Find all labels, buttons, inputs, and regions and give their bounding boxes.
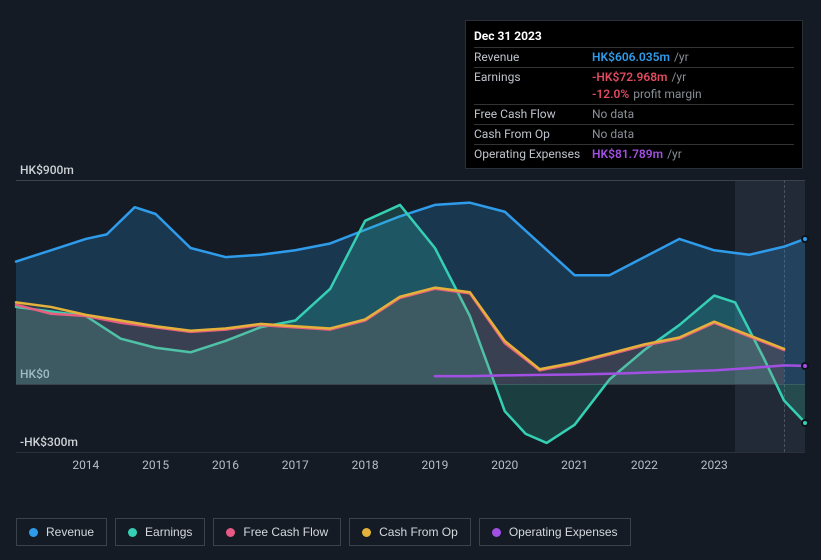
tooltip-date: Dec 31 2023: [474, 27, 794, 47]
x-axis-label: 2016: [212, 458, 239, 472]
chart-legend: Revenue Earnings Free Cash Flow Cash From O…: [16, 518, 631, 546]
x-axis-label: 2020: [491, 458, 518, 472]
chart-tooltip: Dec 31 2023 RevenueHK$606.035m/yrEarning…: [465, 20, 803, 169]
series-endpoint-opex: [801, 362, 809, 370]
tooltip-row: Cash From OpNo data: [474, 124, 794, 144]
tooltip-row: RevenueHK$606.035m/yr: [474, 47, 794, 67]
tooltip-row-label: Revenue: [474, 50, 592, 64]
x-axis: 2014 2015 2016 2017 2018 2019 2020 2021 2022 2023: [16, 458, 805, 478]
x-axis-label: 2017: [282, 458, 309, 472]
legend-item-cfo[interactable]: Cash From Op: [349, 518, 471, 546]
x-axis-label: 2019: [421, 458, 448, 472]
legend-swatch: [362, 528, 371, 537]
x-axis-label: 2021: [561, 458, 588, 472]
tooltip-row: Earnings-HK$72.968m/yr: [474, 67, 794, 87]
series-endpoint-earnings: [801, 419, 809, 427]
legend-swatch: [128, 528, 137, 537]
legend-label: Revenue: [46, 525, 94, 539]
x-axis-label: 2023: [701, 458, 728, 472]
series-endpoint-revenue: [801, 235, 809, 243]
tooltip-row-label: Free Cash Flow: [474, 107, 592, 121]
chart-stage: HK$900mHK$0-HK$300m 20142015201620172018…: [16, 158, 805, 478]
legend-swatch: [492, 528, 501, 537]
x-axis-label: 2015: [142, 458, 169, 472]
legend-item-revenue[interactable]: Revenue: [16, 518, 107, 546]
y-axis-label: HK$900m: [20, 163, 74, 177]
tooltip-row-label: Cash From Op: [474, 127, 592, 141]
legend-label: Cash From Op: [379, 525, 458, 539]
legend-item-opex[interactable]: Operating Expenses: [479, 518, 631, 546]
gridline: [16, 452, 805, 453]
tooltip-row-value: No data: [592, 107, 634, 121]
legend-item-fcf[interactable]: Free Cash Flow: [213, 518, 341, 546]
chart-svg: [16, 180, 805, 452]
tooltip-row: Free Cash FlowNo data: [474, 104, 794, 124]
x-axis-label: 2018: [352, 458, 379, 472]
tooltip-row-label: Earnings: [474, 70, 592, 84]
legend-label: Operating Expenses: [509, 525, 618, 539]
chart-plot[interactable]: [16, 180, 805, 452]
tooltip-row-value: HK$81.789m/yr: [592, 147, 682, 161]
legend-label: Free Cash Flow: [243, 525, 328, 539]
legend-label: Earnings: [145, 525, 192, 539]
tooltip-row: Operating ExpensesHK$81.789m/yr: [474, 144, 794, 164]
legend-item-earnings[interactable]: Earnings: [115, 518, 205, 546]
tooltip-subrow: .-12.0%profit margin: [474, 87, 794, 104]
legend-swatch: [226, 528, 235, 537]
x-axis-label: 2022: [631, 458, 658, 472]
legend-swatch: [29, 528, 38, 537]
tooltip-row-value: No data: [592, 127, 634, 141]
tooltip-row-label: Operating Expenses: [474, 147, 592, 161]
tooltip-row-value: HK$606.035m/yr: [592, 50, 689, 64]
x-axis-label: 2014: [72, 458, 99, 472]
tooltip-row-value: -HK$72.968m/yr: [592, 70, 686, 84]
